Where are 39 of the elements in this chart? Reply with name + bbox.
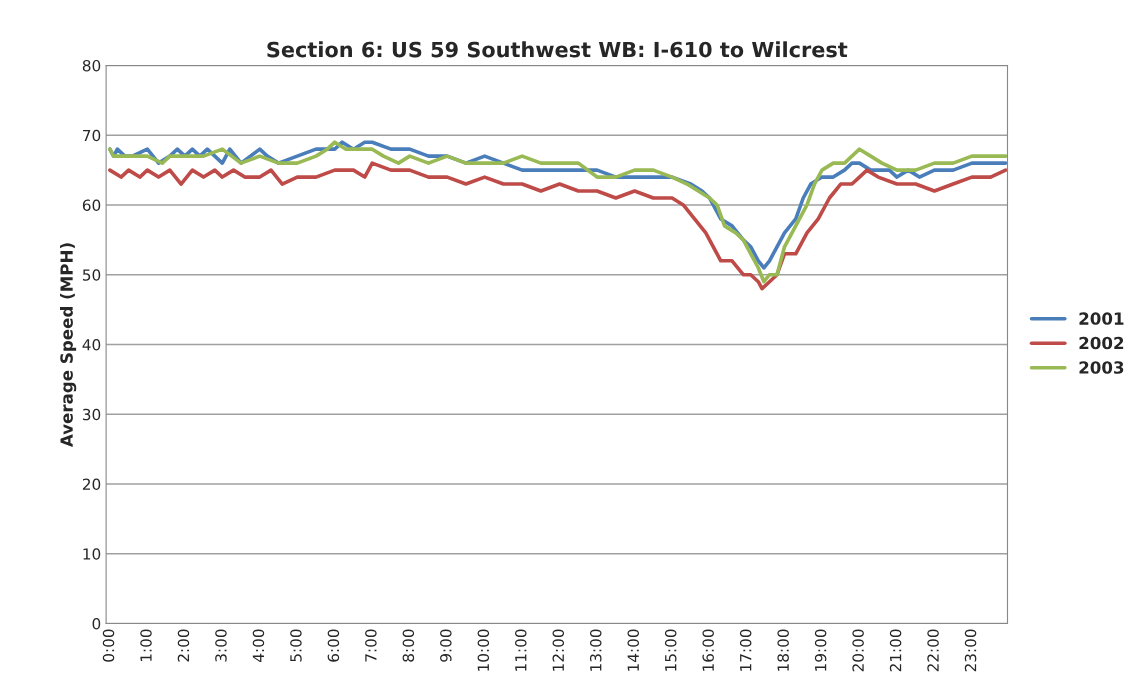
x-tick-label: 23:00 — [964, 629, 977, 672]
x-tick-label: 20:00 — [852, 629, 864, 672]
y-axis-title: Average Speed (MPH) — [59, 243, 77, 448]
x-tick-label: 13:00 — [589, 629, 602, 671]
x-tick-label: 0:00 — [102, 629, 115, 662]
legend-label: 2002 — [1079, 336, 1124, 350]
y-tick-label: 60 — [82, 199, 101, 211]
x-tick-label: 8:00 — [402, 629, 415, 662]
y-tick-label: 0 — [92, 618, 101, 630]
x-tick-label: 2:00 — [177, 629, 190, 662]
legend-label: 2003 — [1079, 361, 1124, 374]
x-tick-label: 1:00 — [140, 629, 152, 662]
x-tick-label: 3:00 — [215, 629, 227, 662]
y-tick-label: 20 — [82, 478, 101, 491]
y-tick-label: 10 — [83, 548, 101, 560]
chart-title: Section 6: US 59 Southwest WB: I-610 to Wilcrest — [267, 41, 848, 58]
x-tick-label: 21:00 — [889, 629, 902, 672]
x-tick-label: 11:00 — [515, 629, 527, 671]
y-tick-label: 80 — [82, 59, 101, 72]
x-tick-label: 18:00 — [777, 629, 789, 671]
x-tick-label: 19:00 — [814, 629, 827, 671]
y-tick-label: 30 — [82, 408, 101, 421]
x-tick-label: 7:00 — [365, 629, 377, 662]
x-tick-label: 14:00 — [627, 629, 640, 671]
y-tick-label: 50 — [82, 269, 101, 281]
x-tick-label: 5:00 — [290, 629, 302, 662]
x-tick-label: 9:00 — [440, 629, 452, 662]
x-tick-label: 10:00 — [477, 629, 490, 671]
x-tick-label: 16:00 — [702, 629, 714, 671]
x-tick-label: 22:00 — [927, 629, 939, 672]
y-tick-label: 40 — [82, 338, 101, 351]
y-tick-label: 70 — [83, 129, 101, 142]
x-tick-label: 12:00 — [552, 629, 565, 671]
x-tick-label: 15:00 — [664, 629, 677, 671]
x-tick-label: 4:00 — [252, 629, 265, 662]
x-tick-label: 6:00 — [327, 629, 340, 662]
line-series — [108, 161, 1008, 291]
legend-label: 2001 — [1079, 312, 1124, 325]
x-tick-label: 17:00 — [739, 629, 752, 671]
